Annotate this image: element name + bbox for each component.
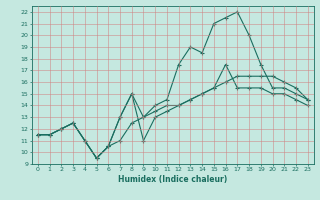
X-axis label: Humidex (Indice chaleur): Humidex (Indice chaleur) bbox=[118, 175, 228, 184]
